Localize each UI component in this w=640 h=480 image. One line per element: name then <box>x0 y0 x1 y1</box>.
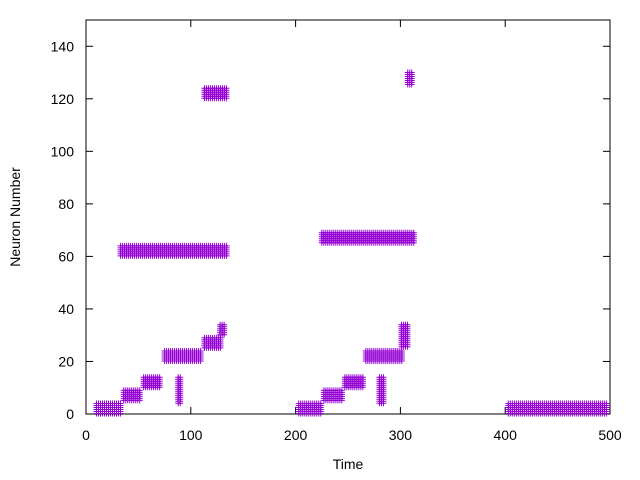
spike-cluster <box>117 242 230 259</box>
spike-cluster <box>93 400 124 417</box>
spike-cluster <box>404 69 415 88</box>
y-tick-label: 120 <box>51 91 75 107</box>
spike-marker <box>177 400 184 407</box>
spike-marker <box>223 95 230 102</box>
spike-marker <box>404 343 411 350</box>
spike-cluster <box>318 229 417 246</box>
spike-marker <box>156 384 163 391</box>
spike-cluster <box>398 321 411 350</box>
x-tick-label: 0 <box>82 427 90 443</box>
spike-cluster <box>505 400 610 417</box>
spike-marker <box>359 384 366 391</box>
spike-marker <box>223 252 230 259</box>
spike-cluster <box>175 374 184 407</box>
x-tick-label: 200 <box>284 427 308 443</box>
spike-marker <box>408 81 415 88</box>
spike-cluster <box>201 334 224 351</box>
y-tick-label: 100 <box>51 143 75 159</box>
spike-cluster <box>341 374 366 391</box>
x-tick-label: 300 <box>389 427 413 443</box>
spike-cluster <box>376 374 387 407</box>
spike-marker <box>603 410 610 417</box>
spike-marker <box>338 397 345 404</box>
y-tick-label: 80 <box>58 196 74 212</box>
x-tick-label: 500 <box>598 427 622 443</box>
spike-marker <box>317 410 324 417</box>
data-marks <box>93 69 610 417</box>
y-tick-label: 60 <box>58 248 74 264</box>
spike-cluster <box>362 347 405 364</box>
x-tick-label: 400 <box>494 427 518 443</box>
spike-marker <box>217 344 224 351</box>
spike-marker <box>398 357 405 364</box>
x-tick-label: 100 <box>179 427 203 443</box>
x-axis-label: Time <box>333 456 364 472</box>
spike-marker <box>380 400 387 407</box>
y-tick-label: 40 <box>58 301 74 317</box>
spike-cluster <box>295 400 324 417</box>
spike-cluster <box>140 374 163 391</box>
spike-cluster <box>120 387 143 404</box>
spike-marker <box>221 331 228 338</box>
spike-cluster <box>201 85 230 102</box>
spike-marker <box>136 397 143 404</box>
spike-cluster <box>320 387 345 404</box>
y-tick-label: 140 <box>51 38 75 54</box>
y-tick-label: 0 <box>66 406 74 422</box>
axis-ticks: 0 100 200 300 400 500 0 20 40 60 80 100 120 140 <box>51 20 622 443</box>
spike-marker <box>410 239 417 246</box>
spike-marker <box>197 357 204 364</box>
plot-border <box>85 19 611 415</box>
y-tick-label: 20 <box>58 353 74 369</box>
y-axis-label: Neuron Number <box>7 167 23 267</box>
spike-cluster <box>161 347 204 364</box>
spike-cluster <box>217 321 228 338</box>
spike-marker <box>117 410 124 417</box>
